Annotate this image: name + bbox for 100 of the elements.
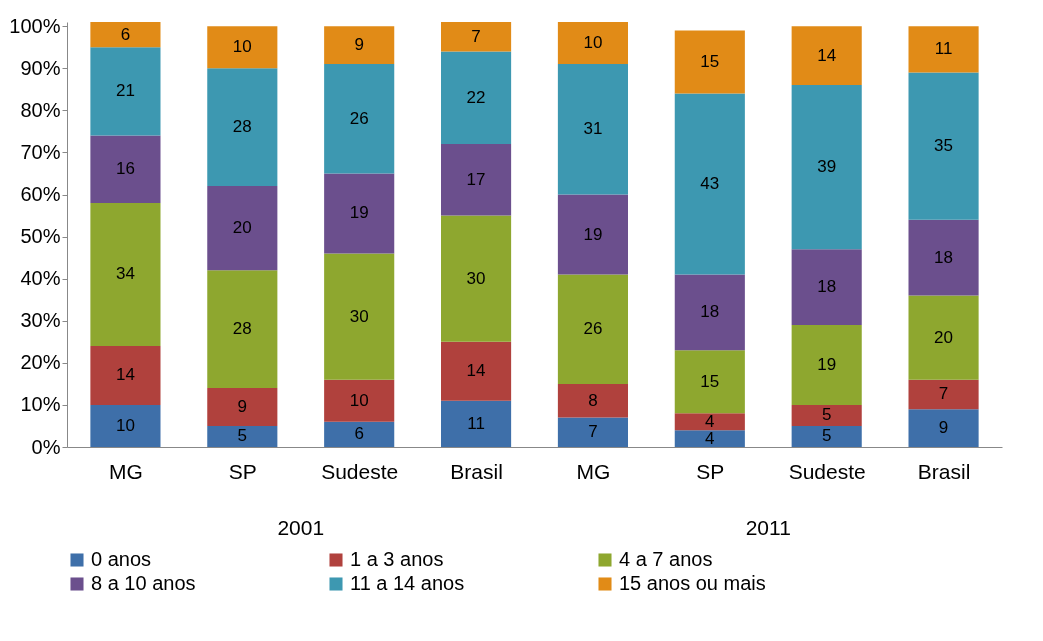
data-label: 4 — [705, 428, 715, 448]
bar — [791, 425, 862, 447]
legend-label: 8 a 10 anos — [91, 572, 196, 594]
bar — [674, 430, 745, 447]
data-label: 20 — [232, 218, 252, 238]
text: 2011 — [745, 516, 791, 539]
y-tick-label: 90% — [20, 56, 61, 79]
data-label: 21 — [115, 81, 135, 101]
x-tick-label: Sudeste — [788, 459, 866, 483]
bar — [324, 421, 395, 447]
data-label: 4 — [705, 411, 715, 431]
x-tick-label: Brasil — [917, 459, 971, 483]
data-label: 5 — [821, 405, 832, 425]
data-label: 10 — [583, 33, 603, 53]
data-label: 34 — [115, 264, 135, 284]
y-tick-label: 20% — [20, 351, 61, 374]
data-label: 39 — [817, 157, 837, 177]
data-label: 7 — [471, 26, 481, 46]
data-label: 43 — [700, 174, 720, 193]
bar — [557, 383, 628, 418]
bar — [791, 85, 862, 250]
bar — [324, 253, 395, 380]
legend-label: 4 a 7 anos — [619, 548, 713, 570]
data-label: 5 — [237, 426, 248, 446]
bar — [207, 186, 278, 271]
data-label: 30 — [466, 268, 486, 288]
data-label: 7 — [588, 422, 598, 442]
data-label: 22 — [466, 87, 486, 107]
y-tick-label: 0% — [31, 435, 61, 458]
bar — [557, 64, 628, 195]
bar — [324, 173, 395, 254]
bar — [207, 26, 278, 69]
y-tick-label: 10% — [20, 393, 61, 416]
data-label: 19 — [583, 224, 603, 244]
legend-label: 15 anos ou mais — [619, 572, 766, 594]
bar — [908, 409, 979, 447]
data-label: 15 — [700, 371, 720, 391]
y-tick-label: 60% — [20, 183, 61, 206]
bar — [908, 72, 979, 220]
y-tick-label: 30% — [20, 309, 61, 332]
data-label: 9 — [354, 35, 364, 55]
legend-label: 11 a 14 anos — [350, 572, 465, 594]
bar — [674, 413, 745, 431]
data-label: 18 — [700, 302, 720, 322]
bar — [674, 274, 745, 351]
bar — [441, 400, 512, 447]
bar — [791, 249, 862, 325]
bar — [791, 404, 862, 426]
data-label: 9 — [938, 418, 949, 438]
data-label: 30 — [349, 306, 369, 326]
legend-label: 1 a 3 anos — [350, 548, 444, 570]
x-tick-label: MG — [109, 459, 143, 483]
data-label: 9 — [237, 397, 248, 417]
x-tick-label: Brasil — [450, 459, 503, 483]
data-label: 18 — [934, 247, 954, 267]
y-tick-label: 100% — [9, 14, 61, 37]
bar — [324, 379, 395, 422]
bar — [90, 47, 161, 136]
data-label: 10 — [349, 390, 369, 410]
x-tick-label: SP — [228, 459, 257, 483]
y-tick-label: 40% — [20, 267, 61, 290]
data-label: 7 — [938, 384, 949, 404]
bar — [557, 274, 628, 384]
data-label: 19 — [349, 203, 369, 223]
bar — [441, 144, 512, 216]
bar — [441, 22, 512, 52]
data-label: 17 — [466, 169, 486, 189]
data-label: 15 — [700, 51, 720, 71]
data-label: 19 — [817, 354, 837, 374]
bar — [441, 51, 512, 145]
bar — [207, 270, 278, 389]
data-label: 26 — [583, 319, 603, 339]
bar — [791, 324, 862, 405]
bar — [324, 26, 395, 65]
data-label: 35 — [934, 136, 954, 156]
x-tick-label: Sudeste — [321, 459, 399, 483]
x-tick-label: MG — [576, 459, 611, 483]
data-label: 8 — [588, 390, 598, 410]
data-label: 28 — [232, 319, 252, 339]
y-tick-label: 80% — [20, 98, 61, 121]
data-label: 16 — [115, 159, 135, 179]
bar — [557, 194, 628, 275]
data-label: 10 — [115, 415, 135, 435]
bar — [674, 93, 745, 275]
bar — [90, 135, 161, 203]
data-label: 6 — [354, 424, 364, 444]
data-label: 14 — [817, 45, 837, 65]
data-label: 18 — [817, 277, 837, 297]
data-label: 11 — [934, 39, 953, 59]
y-tick-label: 70% — [20, 140, 61, 163]
bar — [207, 388, 278, 426]
bar — [557, 22, 628, 65]
bar — [791, 26, 862, 86]
bar — [90, 346, 161, 405]
bar — [207, 425, 278, 447]
data-label: 6 — [120, 24, 131, 44]
data-label: 5 — [821, 426, 832, 446]
bar — [674, 30, 745, 94]
data-label: 31 — [583, 119, 603, 139]
data-label: 11 — [467, 413, 485, 433]
